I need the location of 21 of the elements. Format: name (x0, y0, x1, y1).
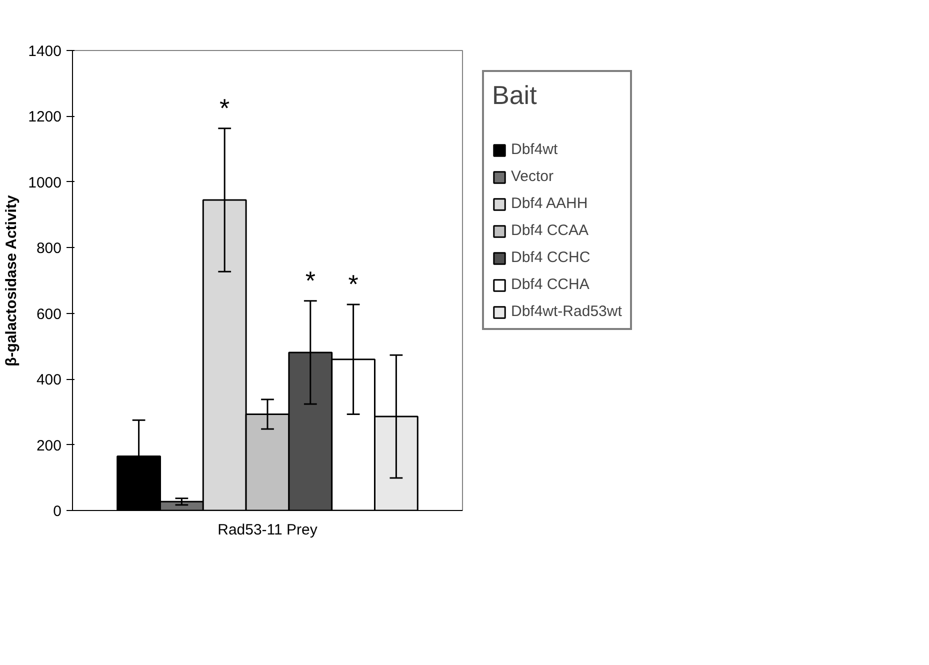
legend-title: Bait (492, 80, 538, 111)
data-label: * (305, 265, 316, 296)
y-tick-label: 1200 (28, 108, 62, 126)
data-label: * (348, 268, 358, 299)
y-axis-title: β-galactosidase Activity (3, 194, 20, 366)
y-tick-label: 400 (36, 372, 62, 389)
y-tick-label: 1000 (28, 174, 62, 192)
y-tick-label: 0 (53, 503, 62, 520)
x-tick-label: Rad53-11 Prey (218, 522, 318, 538)
legend-label: Dbf4wt-Rad53wt (511, 303, 622, 320)
y-tick-label: 200 (36, 437, 62, 454)
data-label: * (220, 92, 230, 123)
legend-label: Dbf4 CCHA (511, 276, 590, 293)
y-tick-label: 600 (36, 306, 62, 323)
legend-label: Vector (511, 168, 554, 185)
legend-label: Dbf4 CCAA (511, 222, 589, 239)
legend-label: Dbf4 AAHH (511, 195, 588, 212)
y-tick-label: 1400 (28, 43, 62, 60)
y-tick-label: 800 (36, 240, 62, 258)
legend-label: Dbf4 CCHC (511, 249, 590, 266)
legend-label: Dbf4wt (511, 141, 558, 158)
